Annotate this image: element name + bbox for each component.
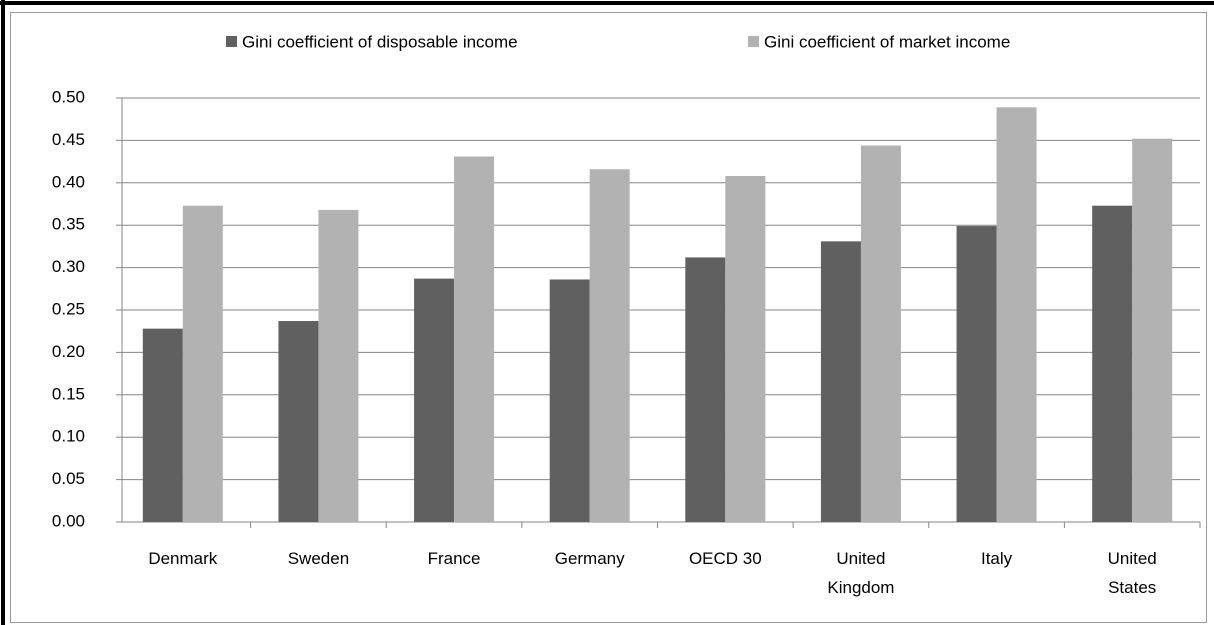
legend-swatch: [748, 36, 759, 47]
y-tick-label: 0.45: [52, 130, 85, 149]
bar: [860, 145, 901, 522]
legend-label: Gini coefficient of disposable income: [242, 32, 518, 51]
bar: [549, 279, 590, 522]
bar: [182, 205, 223, 523]
x-tick-label: United States: [1108, 549, 1157, 597]
x-tick-label: OECD 30: [689, 549, 762, 568]
y-tick-label: 0.50: [52, 87, 85, 106]
bar: [725, 176, 766, 523]
x-tick-label: United Kingdom: [827, 549, 894, 597]
y-tick-label: 0.30: [52, 257, 85, 276]
y-tick-label: 0.10: [52, 427, 85, 446]
bar: [318, 209, 359, 522]
x-tick-label: Italy: [981, 549, 1013, 568]
y-tick-label: 0.15: [52, 384, 85, 403]
y-tick-label: 0.00: [52, 511, 85, 530]
x-tick-label: Germany: [555, 549, 625, 568]
bar: [1132, 138, 1173, 523]
y-tick-label: 0.35: [52, 215, 85, 234]
x-tick-label: Sweden: [288, 549, 349, 568]
bar: [142, 328, 183, 522]
bar: [1092, 205, 1133, 523]
bar: [278, 321, 319, 522]
bar: [820, 241, 861, 522]
y-tick-label: 0.40: [52, 172, 85, 191]
x-tick-label: France: [428, 549, 481, 568]
bar: [589, 169, 630, 522]
y-tick-label: 0.20: [52, 342, 85, 361]
bar: [956, 226, 997, 522]
legend-swatch: [226, 36, 237, 47]
x-tick-label: Denmark: [148, 549, 217, 568]
bar: [996, 107, 1037, 522]
y-tick-label: 0.25: [52, 299, 85, 318]
bar: [685, 257, 726, 522]
bar: [454, 156, 495, 522]
legend-label: Gini coefficient of market income: [764, 32, 1010, 51]
y-tick-label: 0.05: [52, 469, 85, 488]
bar: [414, 278, 455, 522]
chart-border: [10, 12, 1207, 623]
